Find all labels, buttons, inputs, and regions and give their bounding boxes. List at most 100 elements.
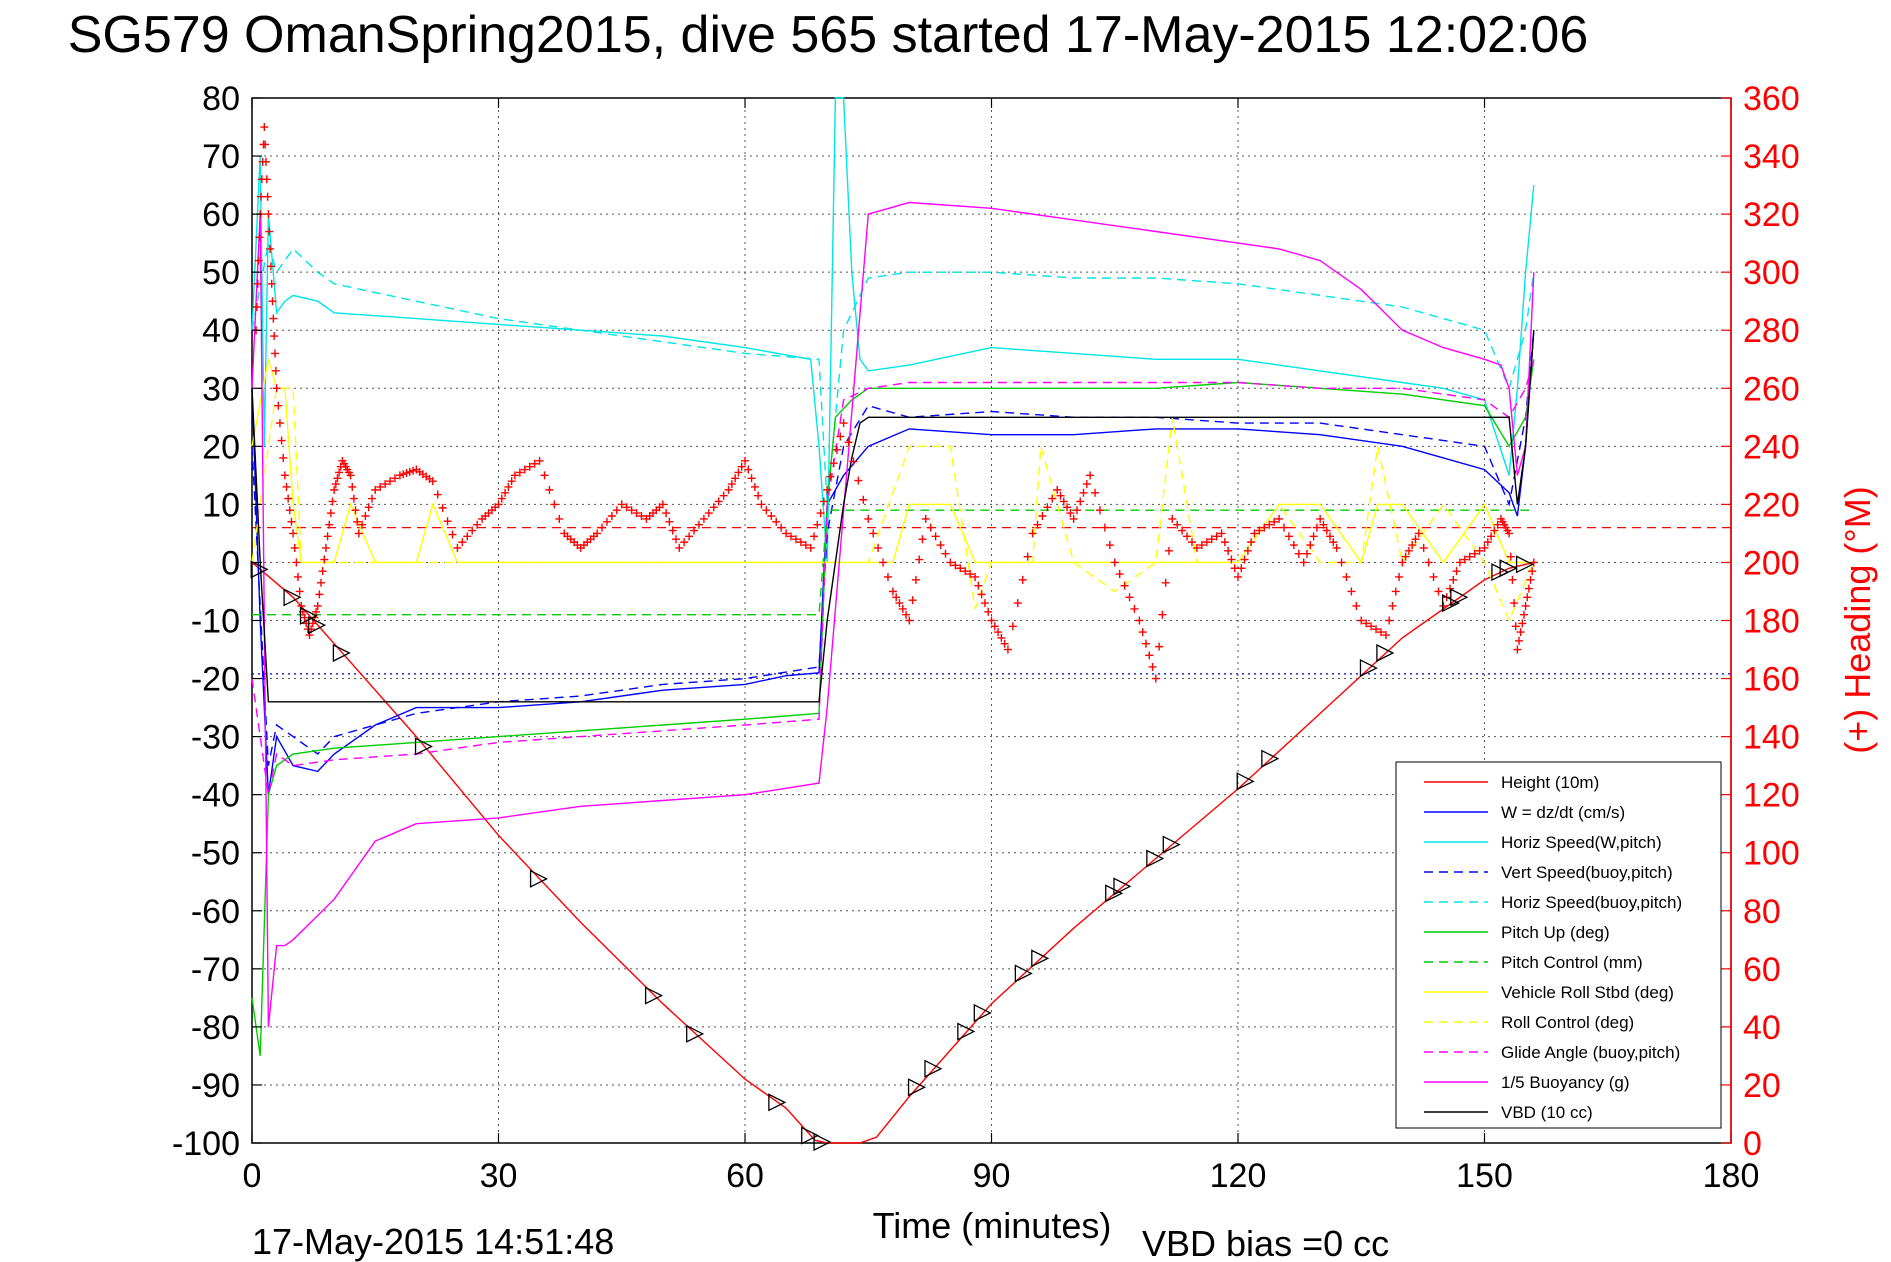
heading-marker <box>271 366 280 375</box>
heading-marker <box>1164 546 1173 555</box>
x-tick-label: 120 <box>1210 1157 1267 1195</box>
y-tick-label: 80 <box>202 80 240 118</box>
heading-marker <box>622 503 631 512</box>
heading-marker <box>607 512 616 520</box>
heading-marker <box>1352 601 1361 610</box>
heading-marker <box>1091 488 1100 497</box>
heading-marker <box>364 503 373 512</box>
heading-marker <box>849 457 858 466</box>
heading-marker <box>1145 651 1154 660</box>
heading-marker <box>931 532 940 541</box>
heading-marker <box>941 549 950 558</box>
heading-marker <box>261 157 270 166</box>
heading-marker <box>386 477 395 486</box>
heading-marker <box>1100 523 1109 532</box>
heading-marker <box>1411 535 1420 544</box>
heading-marker <box>1511 622 1520 631</box>
series-line <box>251 330 1535 703</box>
heading-marker <box>921 514 930 523</box>
reference-lines <box>252 527 1731 675</box>
heading-marker <box>1207 535 1216 544</box>
heading-marker <box>353 517 362 526</box>
heading-marker <box>1316 514 1325 523</box>
heading-marker <box>997 633 1006 642</box>
heading-marker <box>507 477 516 486</box>
heading-marker <box>346 471 355 480</box>
y-tick-label: -40 <box>191 777 240 815</box>
y2-tick-label: 360 <box>1743 80 1800 118</box>
x-tick-label: 0 <box>243 1157 262 1195</box>
heading-marker <box>819 497 828 506</box>
heading-marker <box>806 543 815 552</box>
heading-marker <box>1138 628 1147 637</box>
heading-marker <box>320 555 329 564</box>
y2-tick-label: 0 <box>1743 1125 1762 1163</box>
height-marker <box>1236 772 1255 791</box>
heading-marker <box>946 558 955 567</box>
heading-marker <box>1529 558 1538 567</box>
heading-marker <box>515 468 524 477</box>
heading-marker <box>1414 529 1423 538</box>
heading-marker <box>874 543 883 552</box>
heading-marker <box>497 494 506 503</box>
left-axis: -100-90-80-70-60-50-40-30-20-10010203040… <box>172 80 262 1163</box>
heading-marker <box>494 500 503 509</box>
heading-marker <box>290 543 299 552</box>
heading-marker <box>1516 628 1525 637</box>
heading-marker <box>1523 593 1532 602</box>
heading-marker <box>315 590 324 599</box>
heading-marker <box>796 538 805 547</box>
heading-marker <box>458 538 467 547</box>
heading-marker <box>1303 549 1312 558</box>
heading-marker <box>1319 520 1328 529</box>
heading-marker <box>1059 497 1068 506</box>
heading-marker <box>734 468 743 477</box>
heading-marker <box>936 541 945 550</box>
heading-marker <box>1079 488 1088 497</box>
x-axis-label: Time (minutes) <box>873 1205 1112 1246</box>
heading-marker <box>895 599 904 608</box>
heading-marker <box>826 472 835 481</box>
heading-marker <box>1038 512 1047 520</box>
y-tick-label: -50 <box>191 835 240 873</box>
heading-marker <box>501 488 510 497</box>
heading-marker <box>530 459 539 468</box>
height-marker <box>957 1022 976 1041</box>
heading-marker <box>747 474 756 483</box>
heading-marker <box>974 581 983 590</box>
heading-marker <box>1506 552 1515 561</box>
heading-marker <box>1391 587 1400 596</box>
heading-marker <box>1329 538 1338 547</box>
heading-marker <box>1063 503 1072 512</box>
heading-marker <box>1280 523 1289 532</box>
heading-marker <box>1381 631 1390 640</box>
height-marker <box>1376 643 1395 663</box>
heading-marker <box>902 610 911 619</box>
heading-marker <box>1395 572 1404 581</box>
heading-marker <box>754 491 763 500</box>
heading-marker <box>274 401 283 410</box>
y-tick-label: 10 <box>202 486 240 524</box>
heading-marker <box>265 227 274 236</box>
heading-marker <box>1086 471 1095 480</box>
heading-marker <box>294 572 303 581</box>
y-tick-label: 50 <box>202 254 240 292</box>
y-tick-label: -10 <box>191 603 240 641</box>
heading-marker <box>888 587 897 596</box>
heading-marker <box>951 561 960 570</box>
heading-marker <box>750 482 759 491</box>
y2-tick-label: 260 <box>1743 370 1800 408</box>
heading-marker <box>859 495 868 504</box>
heading-marker <box>816 509 825 518</box>
heading-marker <box>335 468 344 477</box>
heading-marker <box>1028 529 1037 538</box>
height-marker <box>1146 849 1165 868</box>
legend-label: Glide Angle (buoy,pitch) <box>1501 1043 1680 1062</box>
heading-marker <box>473 520 482 529</box>
heading-marker <box>1234 572 1242 581</box>
heading-marker <box>1255 526 1264 535</box>
heading-marker <box>1158 610 1167 619</box>
height-marker <box>529 869 549 888</box>
heading-marker <box>956 564 965 573</box>
